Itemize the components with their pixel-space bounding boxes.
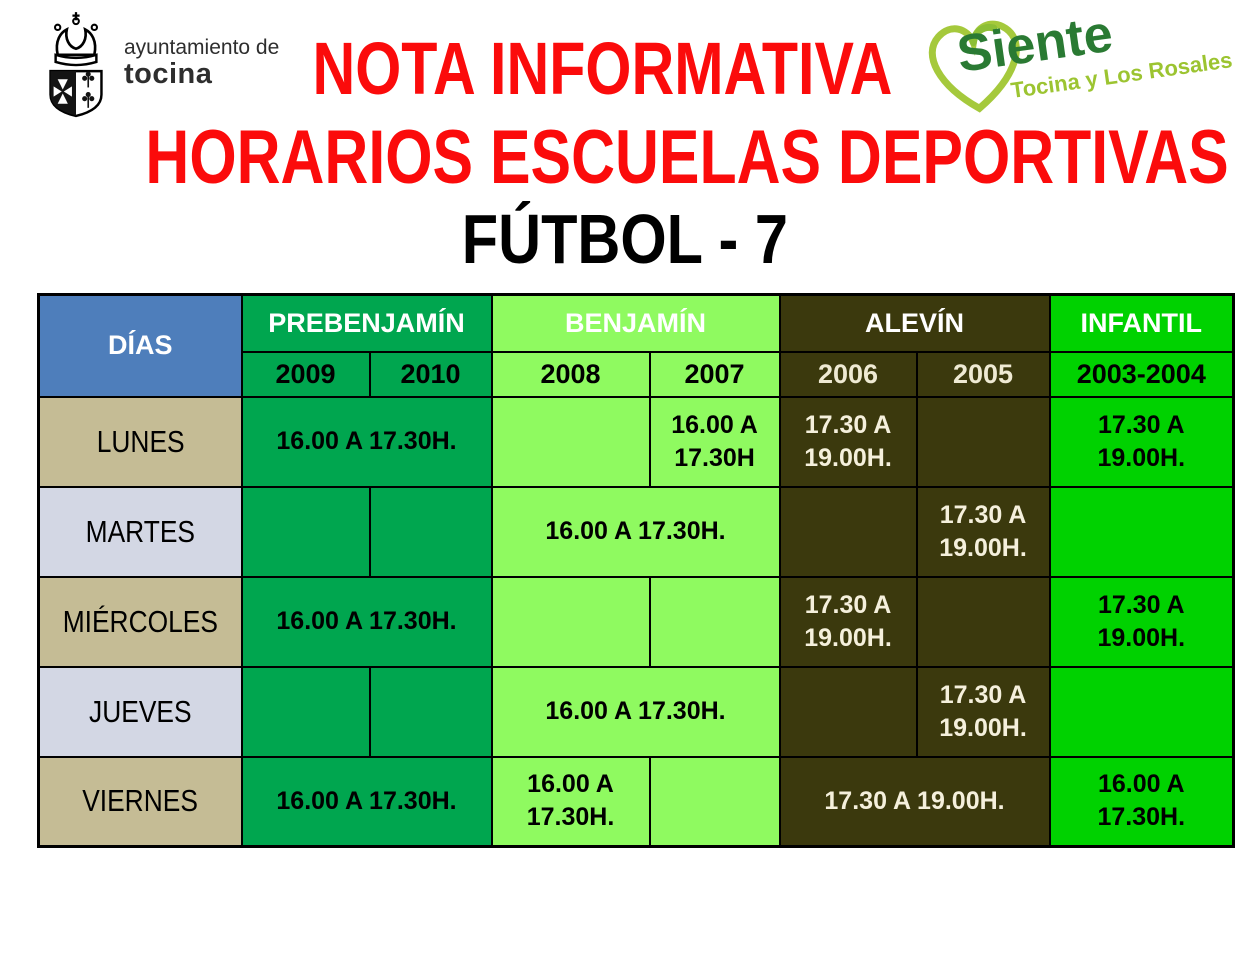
cell-martes-2006-empty bbox=[778, 485, 918, 578]
header-prebenjamin: PREBENJAMÍN bbox=[240, 293, 493, 353]
header-year-2005: 2005 bbox=[915, 350, 1051, 398]
cell-jueves-2006-empty bbox=[778, 665, 918, 758]
cell-viernes-alevin: 17.30 A 19.00H. bbox=[778, 755, 1051, 848]
header-infantil: INFANTIL bbox=[1048, 293, 1235, 353]
cell-miercoles-2008-empty bbox=[490, 575, 651, 668]
cell-jueves-infantil-empty bbox=[1048, 665, 1235, 758]
cell-jueves-2009-empty bbox=[240, 665, 371, 758]
row-martes: MARTES 16.00 A 17.30H. 17.30 A 19.00H. bbox=[37, 485, 1235, 578]
municipality-logo: ayuntamiento de tocina bbox=[40, 8, 279, 118]
cell-lunes-2005-empty bbox=[915, 395, 1051, 488]
cell-martes-benjamin: 16.00 A 17.30H. bbox=[490, 485, 781, 578]
cell-miercoles-infantil: 17.30 A 19.00H. bbox=[1048, 575, 1235, 668]
cell-martes-2010-empty bbox=[368, 485, 493, 578]
cell-lunes-prebenjamin: 16.00 A 17.30H. bbox=[240, 395, 493, 488]
cell-jueves-benjamin: 16.00 A 17.30H. bbox=[490, 665, 781, 758]
cell-jueves-2005: 17.30 A 19.00H. bbox=[915, 665, 1051, 758]
cell-lunes-2006: 17.30 A 19.00H. bbox=[778, 395, 918, 488]
row-viernes: VIERNES 16.00 A 17.30H. 16.00 A 17.30H. 1… bbox=[37, 755, 1235, 848]
header-year-2008: 2008 bbox=[490, 350, 651, 398]
title-futbol7: FÚTBOL - 7 bbox=[10, 204, 1240, 274]
cell-miercoles-2006: 17.30 A 19.00H. bbox=[778, 575, 918, 668]
cell-miercoles-prebenjamin: 16.00 A 17.30H. bbox=[240, 575, 493, 668]
municipality-name: ayuntamiento de tocina bbox=[124, 35, 280, 90]
tocina-coat-of-arms-icon bbox=[49, 12, 103, 118]
cell-viernes-2007-empty bbox=[648, 755, 781, 848]
title-nota-informativa: NOTA INFORMATIVA bbox=[240, 32, 940, 106]
cell-miercoles-2005-empty bbox=[915, 575, 1051, 668]
cell-lunes-2008-empty bbox=[490, 395, 651, 488]
cell-martes-2005: 17.30 A 19.00H. bbox=[915, 485, 1051, 578]
siente-logo: Siente Tocina y Los Rosales bbox=[928, 5, 1234, 113]
header-year-2003-2004: 2003-2004 bbox=[1048, 350, 1235, 398]
header-alevin: ALEVÍN bbox=[778, 293, 1051, 353]
cell-martes-2009-empty bbox=[240, 485, 371, 578]
cell-viernes-prebenjamin: 16.00 A 17.30H. bbox=[240, 755, 493, 848]
schedule-table: DÍAS PREBENJAMÍN BENJAMÍN ALEVÍN INFANTI… bbox=[37, 293, 1236, 848]
municipality-name-line1: ayuntamiento de bbox=[124, 35, 280, 59]
cell-martes-infantil-empty bbox=[1048, 485, 1235, 578]
cell-viernes-infantil: 16.00 A 17.30H. bbox=[1048, 755, 1235, 848]
day-label-martes: MARTES bbox=[37, 485, 243, 578]
day-label-jueves: JUEVES bbox=[37, 665, 243, 758]
title-nota-informativa-text: NOTA INFORMATIVA bbox=[312, 27, 893, 110]
day-label-miercoles: MIÉRCOLES bbox=[37, 575, 243, 668]
title-futbol7-text: FÚTBOL - 7 bbox=[461, 200, 789, 278]
cell-jueves-2010-empty bbox=[368, 665, 493, 758]
header-year-2006: 2006 bbox=[778, 350, 918, 398]
day-label-viernes: VIERNES bbox=[37, 755, 243, 848]
title-horarios-text: HORARIOS ESCUELAS DEPORTIVAS bbox=[145, 115, 1229, 200]
header-dias: DÍAS bbox=[37, 293, 243, 398]
cell-lunes-2007: 16.00 A 17.30H bbox=[648, 395, 781, 488]
cell-miercoles-2007-empty bbox=[648, 575, 781, 668]
header-group-row: DÍAS PREBENJAMÍN BENJAMÍN ALEVÍN INFANTI… bbox=[37, 293, 1235, 398]
header-year-row: 2009 2010 2008 2007 2006 2005 2003-2004 bbox=[39, 350, 1235, 398]
row-lunes: LUNES 16.00 A 17.30H. 16.00 A 17.30H 17.3… bbox=[37, 395, 1235, 488]
cell-lunes-infantil: 17.30 A 19.00H. bbox=[1048, 395, 1235, 488]
header-benjamin: BENJAMÍN bbox=[490, 293, 781, 353]
municipality-name-line2: tocina bbox=[124, 57, 213, 90]
header-year-2009: 2009 bbox=[240, 350, 371, 398]
cell-viernes-2008: 16.00 A 17.30H. bbox=[490, 755, 651, 848]
row-jueves: JUEVES 16.00 A 17.30H. 17.30 A 19.00H. bbox=[37, 665, 1235, 758]
day-label-lunes: LUNES bbox=[37, 395, 243, 488]
header-year-2007: 2007 bbox=[648, 350, 781, 398]
row-miercoles: MIÉRCOLES 16.00 A 17.30H. 17.30 A 19.00H.… bbox=[37, 575, 1235, 668]
header-year-2010: 2010 bbox=[368, 350, 493, 398]
title-horarios: HORARIOS ESCUELAS DEPORTIVAS bbox=[10, 120, 1240, 196]
